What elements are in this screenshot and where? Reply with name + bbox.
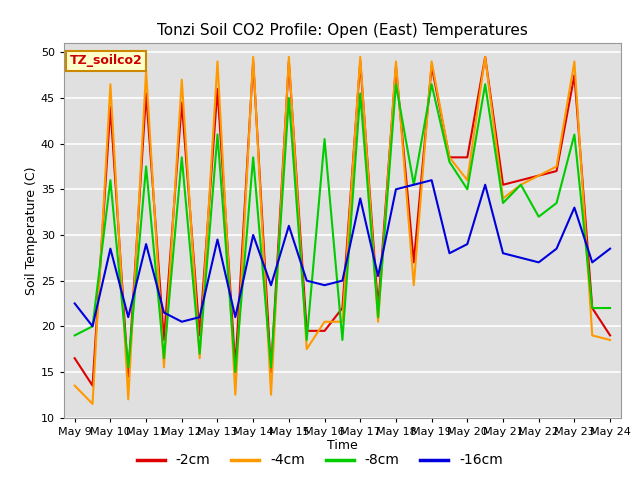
Y-axis label: Soil Temperature (C): Soil Temperature (C) [25,166,38,295]
X-axis label: Time: Time [327,439,358,453]
Text: TZ_soilco2: TZ_soilco2 [70,54,142,67]
Legend: -2cm, -4cm, -8cm, -16cm: -2cm, -4cm, -8cm, -16cm [131,448,509,473]
Title: Tonzi Soil CO2 Profile: Open (East) Temperatures: Tonzi Soil CO2 Profile: Open (East) Temp… [157,23,528,38]
